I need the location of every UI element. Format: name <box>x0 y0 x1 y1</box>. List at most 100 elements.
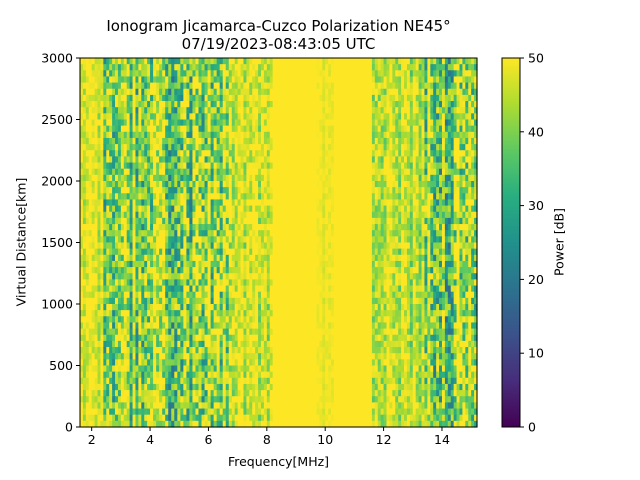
heatmap-cell <box>183 383 187 391</box>
heatmap-cell <box>301 236 306 244</box>
heatmap-cell <box>156 297 160 305</box>
heatmap-cell <box>153 316 157 324</box>
heatmap-cell <box>228 205 233 213</box>
heatmap-cell <box>85 113 90 121</box>
heatmap-cell <box>266 131 271 139</box>
heatmap-cell <box>243 377 247 385</box>
heatmap-cell <box>147 205 151 213</box>
heatmap-cell <box>82 119 87 127</box>
heatmap-cell <box>183 181 187 188</box>
heatmap-cell <box>180 279 184 287</box>
heatmap-cell <box>207 131 212 139</box>
heatmap-cell <box>115 230 119 237</box>
heatmap-cell <box>296 328 300 336</box>
heatmap-cell <box>216 119 221 127</box>
heatmap-cell <box>249 236 253 244</box>
heatmap-cell <box>284 137 288 145</box>
heatmap-cell <box>296 371 300 379</box>
heatmap-cell <box>85 260 90 268</box>
heatmap-cell <box>80 365 84 373</box>
heatmap-cell <box>165 70 169 78</box>
heatmap-cell <box>195 248 200 256</box>
heatmap-cell <box>228 174 233 182</box>
heatmap-cell <box>252 353 256 360</box>
heatmap-cell <box>147 254 151 262</box>
heatmap-cell <box>141 267 145 274</box>
heatmap-cell <box>269 230 274 237</box>
heatmap-cell <box>174 310 178 317</box>
heatmap-cell <box>165 162 169 170</box>
heatmap-cell <box>316 70 320 78</box>
heatmap-cell <box>307 402 312 410</box>
heatmap-cell <box>240 359 245 367</box>
heatmap-cell <box>249 353 253 360</box>
heatmap-cell <box>153 217 157 225</box>
heatmap-cell <box>141 291 145 299</box>
heatmap-cell <box>138 279 142 287</box>
heatmap-cell <box>80 137 84 145</box>
heatmap-cell <box>85 168 90 176</box>
heatmap-cell <box>296 414 300 422</box>
heatmap-cell <box>240 125 245 133</box>
heatmap-cell <box>103 291 107 299</box>
heatmap-cell <box>180 113 184 121</box>
heatmap-cell <box>144 334 148 342</box>
heatmap-cell <box>216 211 221 219</box>
heatmap-cell <box>275 291 280 299</box>
heatmap-cell <box>222 101 227 108</box>
heatmap-cell <box>112 248 116 256</box>
heatmap-cell <box>258 420 262 428</box>
heatmap-cell <box>298 396 303 403</box>
heatmap-cell <box>316 113 320 121</box>
heatmap-cell <box>322 70 326 78</box>
heatmap-cell <box>88 70 93 78</box>
heatmap-cell <box>204 254 209 262</box>
heatmap-cell <box>109 310 113 317</box>
heatmap-cell <box>189 310 194 317</box>
heatmap-cell <box>129 193 134 201</box>
heatmap-cell <box>301 76 306 84</box>
heatmap-cell <box>278 322 283 330</box>
heatmap-cell <box>252 396 256 403</box>
heatmap-cell <box>147 101 151 108</box>
heatmap-cell <box>189 217 194 225</box>
heatmap-cell <box>278 414 283 422</box>
heatmap-cell <box>243 150 247 157</box>
heatmap-cell <box>156 420 160 428</box>
heatmap-cell <box>275 359 280 367</box>
heatmap-cell <box>120 285 125 293</box>
heatmap-cell <box>117 254 122 262</box>
heatmap-cell <box>201 304 206 311</box>
heatmap-cell <box>97 242 102 250</box>
heatmap-cell <box>284 193 288 201</box>
heatmap-cell <box>94 260 99 268</box>
heatmap-cell <box>88 408 93 416</box>
heatmap-cell <box>310 322 315 330</box>
heatmap-cell <box>177 310 181 317</box>
heatmap-cell <box>147 297 151 305</box>
heatmap-cell <box>322 236 326 244</box>
heatmap-cell <box>263 88 268 96</box>
heatmap-cell <box>97 390 102 397</box>
heatmap-cell <box>313 383 318 391</box>
heatmap-cell <box>269 297 274 305</box>
heatmap-cell <box>135 285 139 293</box>
heatmap-cell <box>293 402 297 410</box>
heatmap-cell <box>171 205 175 213</box>
heatmap-cell <box>106 64 110 71</box>
heatmap-cell <box>310 64 315 71</box>
heatmap-cell <box>272 371 277 379</box>
heatmap-cell <box>225 101 230 108</box>
heatmap-cell <box>234 64 239 71</box>
heatmap-cell <box>171 211 175 219</box>
heatmap-cell <box>252 64 256 71</box>
heatmap-cell <box>225 70 230 78</box>
heatmap-cell <box>162 347 166 354</box>
heatmap-cell <box>325 217 329 225</box>
heatmap-cell <box>278 125 283 133</box>
heatmap-cell <box>287 414 291 422</box>
heatmap-cell <box>109 273 113 280</box>
heatmap-cell <box>263 101 268 108</box>
heatmap-cell <box>168 267 172 274</box>
heatmap-cell <box>177 131 181 139</box>
